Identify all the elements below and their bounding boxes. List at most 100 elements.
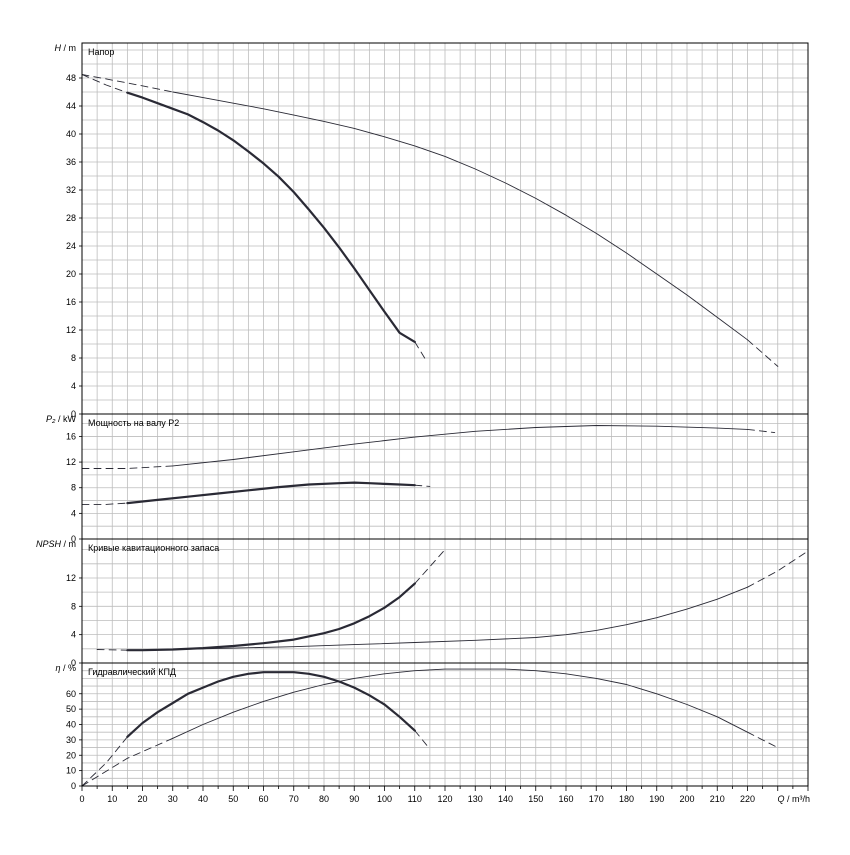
y-axis-symbol: P₂	[46, 414, 56, 424]
y-tick-label: 20	[66, 269, 76, 279]
x-tick-label: 180	[619, 794, 634, 804]
x-tick-label: 50	[228, 794, 238, 804]
x-tick-label: 60	[258, 794, 268, 804]
x-tick-label: 100	[377, 794, 392, 804]
x-tick-label: 110	[408, 794, 422, 804]
y-tick-label: 12	[66, 573, 76, 583]
x-axis-unit: m³/h	[792, 794, 810, 804]
y-tick-label: 0	[71, 534, 76, 544]
y-axis-symbol: η	[55, 663, 60, 673]
y-tick-label: 10	[66, 766, 76, 776]
panel-title: Гидравлический КПД	[88, 667, 176, 677]
series-thin-extrapolation	[747, 339, 779, 367]
y-tick-label: 0	[71, 658, 76, 668]
series-thin-extrapolation	[81, 737, 174, 787]
series-thin-curve	[172, 586, 748, 650]
x-tick-label: 190	[649, 794, 664, 804]
series-thick-extrapolation	[414, 484, 431, 487]
y-axis-label: NPSH / m	[36, 539, 76, 549]
y-tick-label: 36	[66, 157, 76, 167]
series-thick-extrapolation	[414, 341, 428, 362]
y-tick-label: 16	[66, 431, 76, 441]
series-thin-extrapolation	[81, 74, 174, 93]
y-tick-label: 16	[66, 297, 76, 307]
y-tick-label: 32	[66, 185, 76, 195]
x-tick-label: 30	[168, 794, 178, 804]
y-axis-separator: /	[60, 663, 68, 673]
x-tick-label: 170	[589, 794, 604, 804]
x-tick-label: 150	[528, 794, 543, 804]
x-tick-label: 220	[740, 794, 755, 804]
y-axis-unit: m	[69, 43, 77, 53]
x-tick-label: 40	[198, 794, 208, 804]
frame-layer	[79, 42, 809, 791]
x-tick-label: 20	[137, 794, 147, 804]
x-tick-label: 210	[710, 794, 725, 804]
curve-layer	[81, 74, 809, 787]
series-thick-extrapolation	[96, 649, 128, 651]
y-axis-label: H / m	[54, 43, 76, 53]
x-tick-label: 130	[468, 794, 483, 804]
y-tick-label: 50	[66, 704, 76, 714]
y-tick-label: 4	[71, 508, 76, 518]
x-axis-label: Q / m³/h	[777, 794, 810, 804]
series-thin-extrapolation	[142, 649, 174, 651]
grid-layer	[82, 43, 808, 786]
y-tick-label: 60	[66, 689, 76, 699]
x-tick-label: 70	[289, 794, 299, 804]
panel-title: Кривые кавитационного запаса	[88, 543, 219, 553]
panel-title: Напор	[88, 47, 114, 57]
y-tick-label: 12	[66, 325, 76, 335]
x-axis-symbol: Q	[777, 794, 784, 804]
x-tick-label: 80	[319, 794, 329, 804]
y-tick-label: 8	[71, 601, 76, 611]
x-tick-label: 90	[349, 794, 359, 804]
y-axis-unit: kW	[63, 414, 77, 424]
series-thin-extrapolation	[81, 465, 174, 469]
y-tick-label: 48	[66, 73, 76, 83]
series-thin-curve	[172, 91, 748, 341]
y-tick-label: 0	[71, 409, 76, 419]
series-thin-curve	[172, 425, 748, 467]
y-tick-label: 12	[66, 457, 76, 467]
y-axis-separator: /	[61, 539, 69, 549]
series-thick-extrapolation	[81, 502, 128, 505]
y-tick-label: 20	[66, 750, 76, 760]
y-axis-separator: /	[55, 414, 63, 424]
series-thin-curve	[172, 668, 748, 739]
y-tick-label: 28	[66, 213, 76, 223]
series-thick-extrapolation	[81, 74, 128, 94]
x-tick-label: 160	[558, 794, 573, 804]
series-thin-extrapolation	[747, 428, 776, 434]
series-thick-curve	[126, 481, 416, 505]
series-thick-extrapolation	[414, 730, 431, 750]
series-thick-extrapolation	[414, 549, 446, 585]
y-tick-label: 24	[66, 241, 76, 251]
y-axis-unit: m	[69, 539, 77, 549]
x-tick-label: 0	[79, 794, 84, 804]
y-tick-label: 8	[71, 353, 76, 363]
y-tick-label: 44	[66, 101, 76, 111]
panel-title: Мощность на валу P2	[88, 418, 179, 428]
y-axis-unit: %	[68, 663, 76, 673]
y-tick-label: 4	[71, 381, 76, 391]
series-thin-extrapolation	[747, 731, 779, 749]
x-tick-label: 10	[107, 794, 117, 804]
x-tick-label: 120	[437, 794, 452, 804]
x-tick-label: 140	[498, 794, 513, 804]
y-tick-label: 40	[66, 129, 76, 139]
y-axis-symbol: NPSH	[36, 539, 62, 549]
series-thick-curve	[126, 671, 416, 738]
series-thick-curve	[126, 582, 416, 652]
x-tick-label: 200	[679, 794, 694, 804]
y-tick-label: 40	[66, 720, 76, 730]
y-axis-label: P₂ / kW	[46, 414, 76, 424]
series-thick-curve	[126, 91, 416, 343]
y-tick-label: 0	[71, 781, 76, 791]
y-tick-label: 4	[71, 630, 76, 640]
y-axis-symbol: H	[54, 43, 61, 53]
y-tick-label: 8	[71, 483, 76, 493]
